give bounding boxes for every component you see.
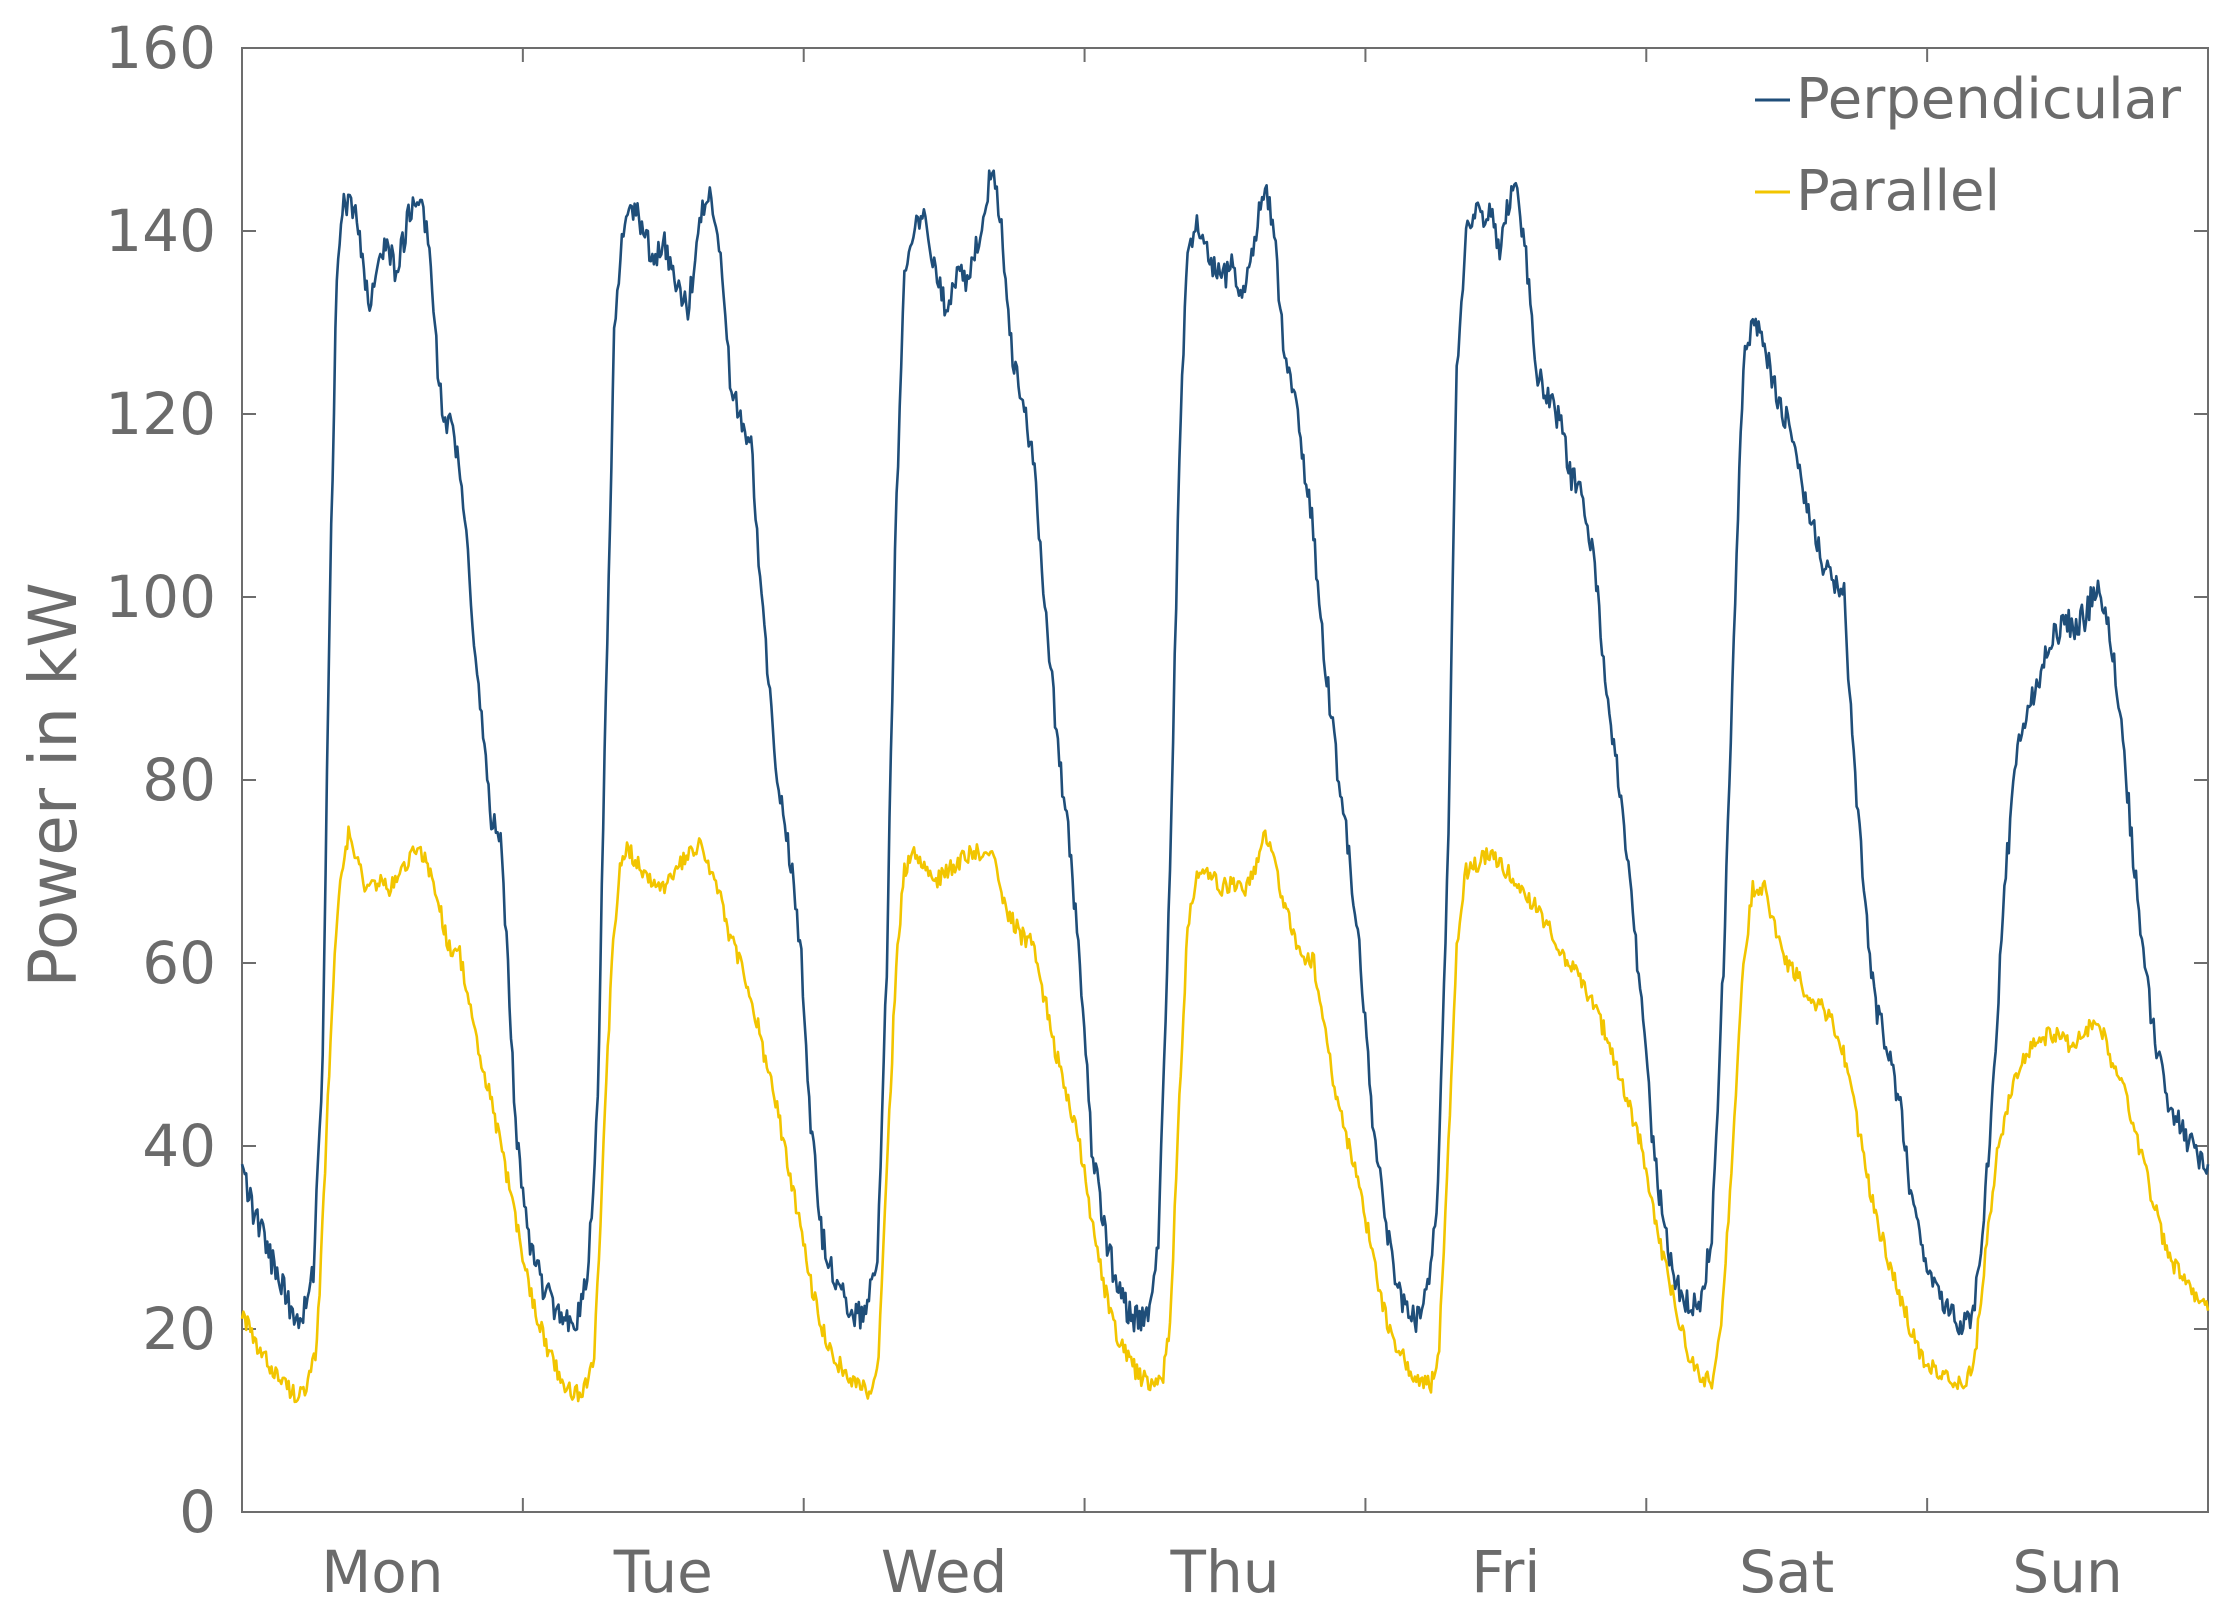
y-tick-label: 20 xyxy=(142,1295,216,1363)
x-tick-label: Tue xyxy=(613,1538,713,1606)
y-tick-label: 120 xyxy=(105,380,216,448)
y-axis-title: Power in kW xyxy=(15,582,92,987)
legend-label: Perpendicular xyxy=(1796,67,2182,132)
y-tick-label: 140 xyxy=(105,197,216,265)
x-tick-label: Fri xyxy=(1471,1538,1540,1606)
series-layer xyxy=(240,169,2210,1404)
y-tick-label: 0 xyxy=(179,1478,216,1546)
y-tick-label: 100 xyxy=(105,563,216,631)
x-tick-label: Wed xyxy=(881,1538,1007,1606)
series-line-perpendicular xyxy=(240,169,2210,1336)
series-line-parallel xyxy=(240,825,2210,1404)
y-tick-label: 60 xyxy=(142,929,216,997)
y-tick-label: 80 xyxy=(142,746,216,814)
x-tick-label: Sat xyxy=(1739,1538,1834,1606)
legend-label: Parallel xyxy=(1796,159,2000,224)
x-tick-label: Thu xyxy=(1170,1538,1280,1606)
x-tick-label: Mon xyxy=(321,1538,443,1606)
y-tick-label: 40 xyxy=(142,1112,216,1180)
legend: Perpendicular Parallel xyxy=(1755,67,2182,224)
x-tick-label: Sun xyxy=(2012,1538,2122,1606)
y-tick-label: 160 xyxy=(105,14,216,82)
axes: 0 20 40 60 80 100 120 140 160 Mon Tue Wed Thu Fri Sat S… xyxy=(105,14,2209,1606)
